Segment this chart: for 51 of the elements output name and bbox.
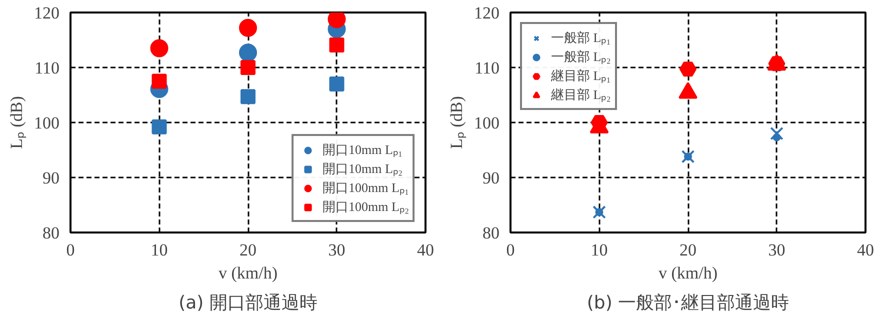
point (150, 39, 168, 58)
point (329, 76, 344, 92)
y-tick-label: 120 (34, 4, 60, 22)
point (329, 37, 344, 52)
point (684, 152, 692, 161)
legend-label: 継目部 Lₚ₂ (551, 86, 611, 104)
point (681, 150, 695, 164)
point (239, 18, 257, 37)
x-axis-title: v (km/h) (218, 264, 278, 282)
point (595, 208, 604, 216)
y-tick-label: 100 (474, 114, 500, 132)
point (239, 44, 257, 62)
x-axis-title: v (km/h) (658, 264, 718, 282)
text: (a) 開口部通過時 (178, 292, 318, 314)
x-tick-label: 40 (417, 240, 434, 260)
point (240, 89, 256, 104)
x-tick-label: 20 (680, 240, 696, 260)
point (770, 126, 784, 140)
x-tick-label: 30 (768, 240, 786, 260)
y-tick-label: 110 (34, 58, 60, 78)
y-tick-label: 90 (42, 168, 60, 188)
x-tick-label: 30 (328, 240, 346, 260)
y-tick-label: 120 (474, 4, 500, 22)
point (152, 119, 167, 134)
legend-label: 一般部 Lₚ₁ (551, 29, 611, 47)
x-tick-label: 20 (240, 240, 256, 260)
point (592, 205, 606, 219)
point (680, 62, 696, 77)
x-tick-label: 40 (857, 240, 874, 260)
text: (b) 一般部･継目部通過時 (586, 292, 790, 314)
x-tick-label: 10 (590, 240, 608, 260)
legend-label: 開口10mm Lₚ₂ (322, 160, 402, 178)
y-axis-title: Lₚ (dB) (447, 96, 467, 149)
x-tick-label: 10 (150, 240, 168, 260)
legend-label: 継目部 Lₚ₁ (551, 67, 611, 85)
x-tick-label: 0 (506, 240, 515, 260)
legend-label: 開口100mm Lₚ₁ (322, 179, 409, 197)
x-tick-label: 0 (66, 240, 75, 260)
y-tick-label: 80 (482, 224, 500, 242)
y-axis-title: Lₚ (dB) (7, 96, 27, 149)
point (328, 12, 346, 28)
point (152, 74, 167, 89)
legend-label: 開口10mm Lₚ₁ (322, 141, 402, 159)
legend-label: 開口100mm Lₚ₂ (322, 198, 409, 216)
y-tick-label: 80 (42, 224, 60, 242)
point (240, 60, 256, 75)
y-tick-label: 100 (34, 114, 60, 132)
point (772, 133, 781, 142)
y-tick-label: 90 (482, 168, 500, 188)
y-tick-label: 110 (474, 58, 500, 78)
legend-label: 一般部 Lₚ₂ (551, 48, 611, 66)
